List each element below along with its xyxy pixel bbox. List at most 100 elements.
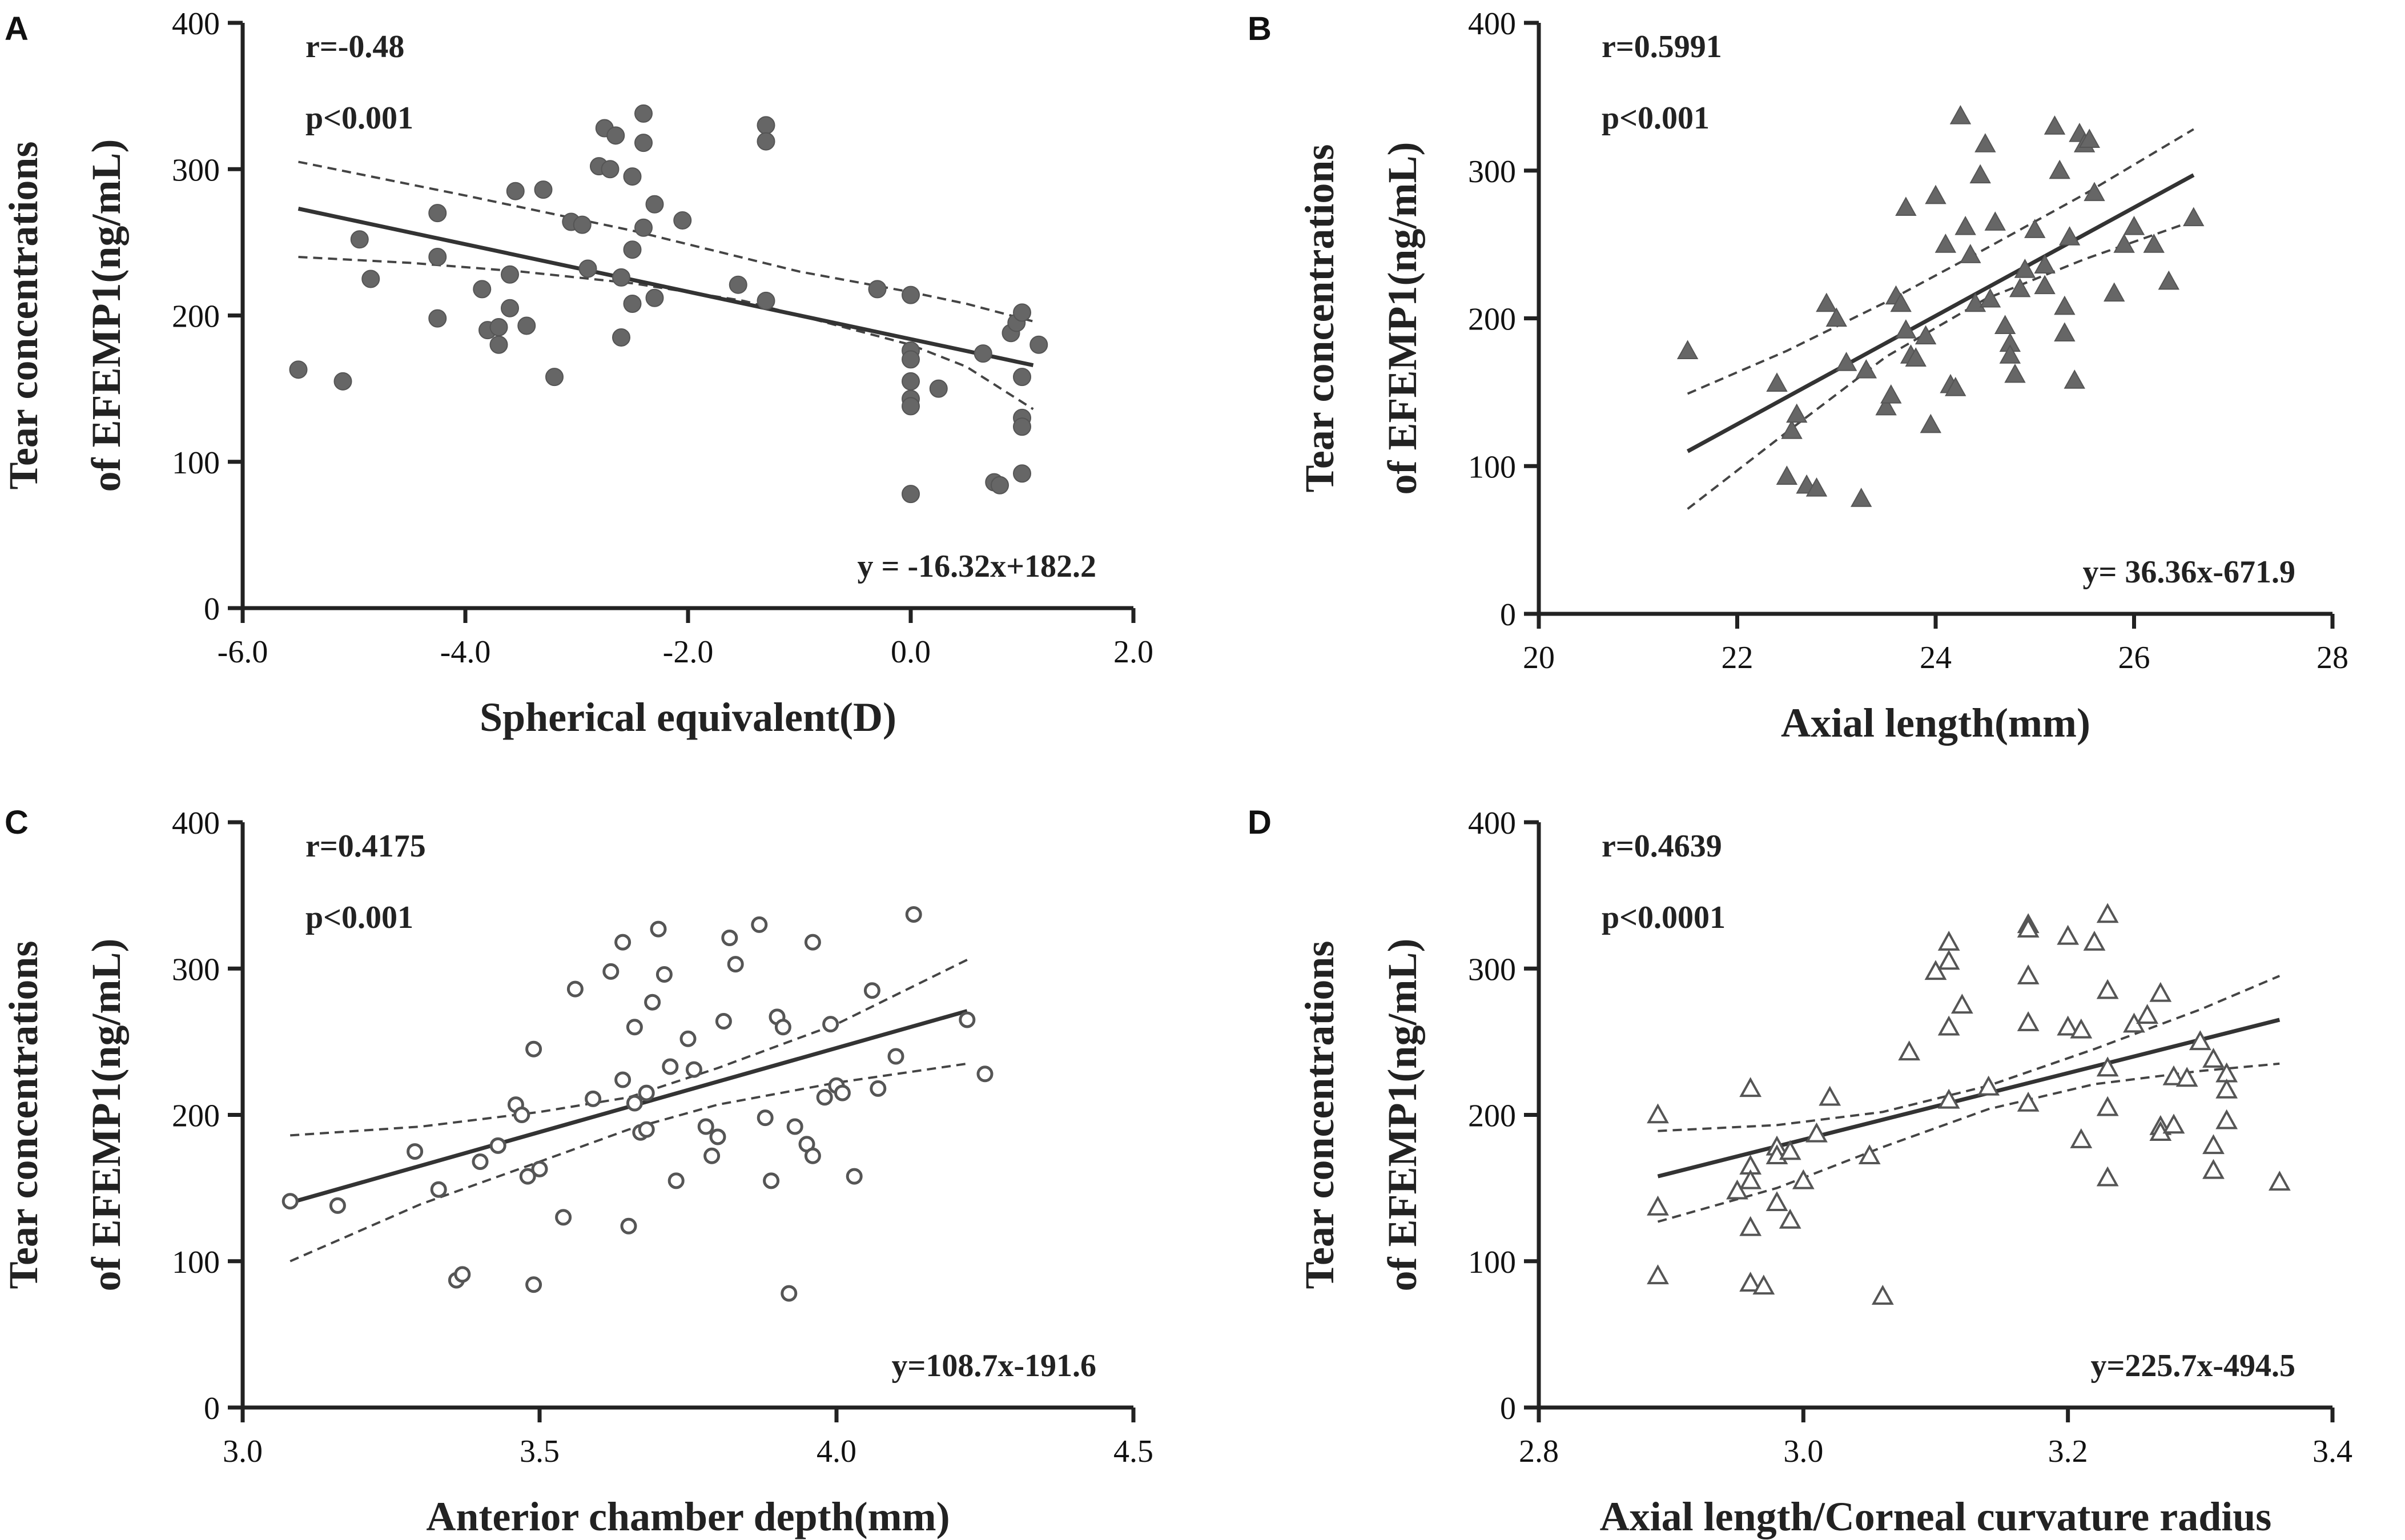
data-point-c: [976, 1065, 994, 1083]
data-point-d: [2017, 917, 2040, 938]
x-tick-label-c: 3.0: [223, 1434, 263, 1469]
data-point-a: [1013, 303, 1031, 322]
data-point-c: [614, 934, 632, 951]
data-point-b: [1954, 216, 1976, 235]
data-point-d: [2017, 1091, 2040, 1112]
data-point-b: [2044, 115, 2066, 135]
data-point-b: [2064, 369, 2085, 389]
data-point-d: [2057, 1015, 2080, 1036]
data-point-b: [1974, 133, 1996, 152]
data-point-c: [781, 1285, 798, 1302]
data-point-d: [2070, 1128, 2093, 1148]
ci-upper-a: [298, 160, 1034, 323]
data-point-b: [2054, 295, 2076, 315]
data-point-c: [650, 920, 667, 938]
data-point-c: [489, 1137, 506, 1154]
data-point-b: [1805, 477, 1828, 497]
data-point-a: [929, 379, 948, 398]
data-point-d: [1805, 1122, 1828, 1143]
regression-equation-d: y=225.7x-494.5: [2090, 1348, 2295, 1384]
data-point-a: [289, 360, 308, 379]
data-point-c: [513, 1107, 530, 1123]
data-point-a: [501, 299, 519, 317]
y-tick-label-c: 300: [172, 952, 220, 987]
data-point-a: [506, 182, 525, 200]
data-point-b: [1786, 403, 1808, 423]
y-tick-label-b: 400: [1468, 6, 1516, 42]
data-point-c: [727, 956, 744, 973]
y-axis-title-line1-a: Tear concentrations: [1, 142, 46, 490]
y-axis-title-line2-b: of EFEMP1(ng/mL): [1380, 142, 1425, 495]
data-point-a: [729, 275, 747, 294]
data-point-d: [2162, 1065, 2185, 1085]
data-point-a: [902, 397, 920, 416]
x-tick-label-a: -4.0: [440, 634, 491, 670]
x-tick-label-c: 4.0: [817, 1434, 856, 1469]
data-point-d: [1779, 1140, 1801, 1160]
panel-letter-a: A: [5, 10, 29, 47]
data-point-a: [673, 211, 692, 230]
data-point-b: [1781, 420, 1803, 439]
data-point-b: [2084, 182, 2105, 202]
data-point-d: [1950, 994, 1973, 1014]
data-point-c: [751, 916, 768, 933]
data-point-c: [804, 934, 821, 951]
data-point-a: [902, 286, 920, 304]
x-tick-label-a: 2.0: [1113, 634, 1153, 670]
data-point-c: [870, 1080, 887, 1097]
data-point-d: [1647, 1264, 1669, 1285]
data-point-b: [2078, 128, 2101, 148]
data-point-b: [2034, 254, 2056, 274]
data-point-b: [1880, 384, 1902, 404]
data-point-c: [667, 1172, 685, 1189]
data-point-c: [638, 1121, 655, 1138]
data-point-d: [2136, 1004, 2159, 1024]
data-point-c: [763, 1172, 780, 1189]
y-tick-label-c: 200: [172, 1099, 220, 1134]
r-value-a: r=-0.48: [305, 29, 404, 65]
data-point-c: [863, 982, 880, 999]
data-point-d: [1779, 1208, 1801, 1229]
data-point-a: [473, 280, 492, 299]
data-point-c: [715, 1013, 732, 1030]
data-point-a: [623, 167, 642, 186]
data-point-b: [2054, 322, 2076, 341]
data-point-b: [1925, 184, 1946, 204]
y-axis-title-line2-c: of EFEMP1(ng/mL): [83, 939, 129, 1292]
panel-b: B 20 22 24 26 28 0 100 200 300 400 Axial length(mm)…: [1248, 6, 2348, 746]
data-point-b: [1979, 288, 2001, 308]
data-point-c: [638, 1084, 655, 1101]
data-point-a: [578, 259, 597, 278]
data-point-c: [525, 1276, 542, 1293]
data-point-a: [350, 230, 369, 249]
data-point-d: [1977, 1075, 2000, 1096]
data-point-c: [525, 1040, 542, 1058]
data-point-a: [902, 485, 920, 504]
x-axis-title-a: Spherical equivalent(D): [480, 694, 896, 740]
data-point-b: [2143, 234, 2165, 253]
data-point-d: [2202, 1159, 2225, 1179]
data-point-c: [834, 1084, 851, 1101]
data-point-d: [1739, 1169, 1762, 1189]
data-point-d: [1937, 1088, 1960, 1109]
y-tick-label-d: 100: [1468, 1245, 1516, 1280]
data-point-a: [601, 160, 620, 179]
data-point-c: [566, 980, 584, 998]
data-point-a: [489, 318, 508, 336]
data-point-b: [1676, 340, 1699, 360]
data-point-d: [2096, 979, 2119, 999]
x-tick-label-a: 0.0: [891, 634, 931, 670]
data-point-c: [822, 1016, 839, 1033]
data-point-b: [1969, 164, 1991, 184]
data-point-c: [786, 1118, 803, 1135]
data-point-b: [2158, 270, 2180, 290]
data-point-d: [1819, 1085, 1841, 1106]
x-tick-label-c: 4.5: [1113, 1434, 1153, 1469]
data-point-d: [1792, 1169, 1815, 1189]
data-point-b: [1895, 196, 1917, 216]
data-point-d: [2083, 931, 2106, 951]
data-point-b: [2014, 259, 2036, 278]
data-point-b: [1766, 372, 1788, 392]
panel-letter-c: C: [5, 804, 29, 841]
data-point-b: [1920, 413, 1942, 433]
